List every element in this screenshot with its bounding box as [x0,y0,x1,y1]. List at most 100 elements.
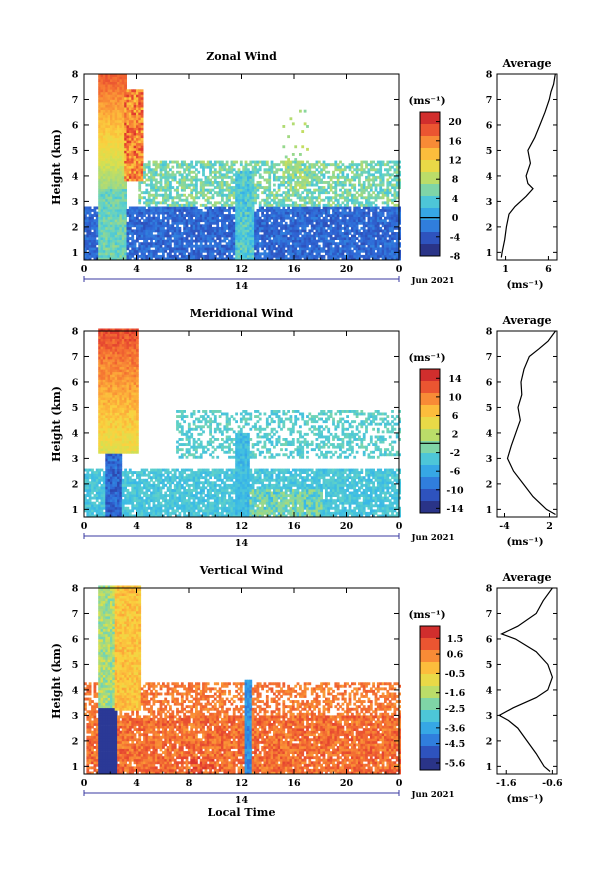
heatmap-cell [249,196,253,200]
heatmap-cell [84,468,87,472]
heatmap-cell [136,175,139,179]
heatmap-cell [221,221,224,225]
heatmap-cell [301,186,305,189]
heatmap-cell [206,188,210,192]
heatmap-cell [249,219,253,223]
heatmap-cell [287,135,290,139]
x-tick-label: 0 [81,264,88,275]
heatmap-cell [84,257,87,261]
heatmap-cell [112,232,116,235]
heatmap-cell [84,216,87,220]
heatmap-cell [162,234,165,238]
heatmap-cell [249,181,253,184]
heatmap-cell [367,206,371,210]
heatmap-cell [379,242,383,246]
heatmap-cell [91,237,94,240]
heatmap-cell [164,201,168,205]
heatmap-cell [100,254,104,258]
heatmap-cell [107,249,111,253]
heatmap-cell [119,122,123,126]
heatmap-cell [237,191,241,195]
heatmap-cell [395,181,399,184]
heatmap-cell [270,257,274,261]
heatmap-cell [369,247,373,251]
heatmap-cell [159,178,163,182]
heatmap-cell [107,224,111,228]
heatmap-cell [353,201,357,205]
heatmap-cell [294,203,298,207]
heatmap-cell [247,252,250,256]
heatmap-cell [183,168,186,172]
heatmap-cell [216,214,220,217]
heatmap-cell [358,181,361,184]
heatmap-cell [367,201,371,205]
heatmap-cell [317,221,321,225]
heatmap-cell [270,209,274,212]
heatmap-cell [105,96,109,100]
heatmap-cell [150,257,153,261]
heatmap-cell [211,257,215,261]
heatmap-cell [166,254,170,258]
heatmap-cell [140,206,144,210]
heatmap-cell [159,244,163,248]
heatmap-cell [329,198,333,202]
heatmap-cell [355,191,359,195]
heatmap-cell [268,242,272,246]
heatmap-cell [301,206,305,210]
heatmap-cell [391,186,394,189]
heatmap-cell [265,188,269,192]
heatmap-cell [110,76,113,80]
heatmap-cell [308,247,312,251]
heatmap-cell [138,114,142,118]
heatmap-cell [105,211,109,215]
heatmap-cell [95,249,99,253]
heatmap-cell [140,137,144,141]
heatmap-cell [138,142,142,146]
heatmap-cell [247,170,250,174]
heatmap-cell [277,242,281,246]
heatmap-cell [98,125,101,128]
heatmap-cell [388,173,392,177]
heatmap-cell [348,254,352,258]
heatmap-cell [386,209,390,212]
heatmap-cell [107,145,111,149]
heatmap-cell [147,193,151,197]
heatmap-cell [280,221,283,225]
heatmap-cell [180,249,184,253]
heatmap-cell [114,135,118,139]
heatmap-cell [270,242,274,246]
heatmap-cell [140,252,144,256]
heatmap-cell [353,242,357,246]
heatmap-cell [98,165,101,169]
heatmap-cell [395,224,399,228]
heatmap-cell [107,74,111,77]
heatmap-cell [358,188,361,192]
heatmap-cell [301,196,305,200]
heatmap-cell [289,239,293,243]
heatmap-cell [202,181,205,184]
heatmap-cell [291,214,295,217]
heatmap-cell [294,158,298,161]
heatmap-cell [202,226,205,230]
heatmap-cell [365,229,368,233]
heatmap-cell [121,191,125,195]
heatmap-cell [121,112,125,116]
heatmap-cell [391,249,394,253]
heatmap-cell [317,175,321,179]
heatmap-cell [126,234,130,238]
x-tick-label: 12 [235,264,248,275]
heatmap-cell [190,257,194,261]
heatmap-cell [296,211,300,215]
heatmap-cell [166,237,170,240]
heatmap-cell [195,226,198,230]
heatmap-cell [209,234,212,238]
heatmap-cell [150,226,153,230]
heatmap-cell [270,221,274,225]
heatmap-cell [100,160,104,164]
heatmap-cell [369,165,373,169]
heatmap-cell [369,254,373,258]
heatmap-cell [367,196,371,200]
heatmap-cell [117,117,120,121]
heatmap-cell [88,499,92,503]
heatmap-cell [374,196,378,200]
